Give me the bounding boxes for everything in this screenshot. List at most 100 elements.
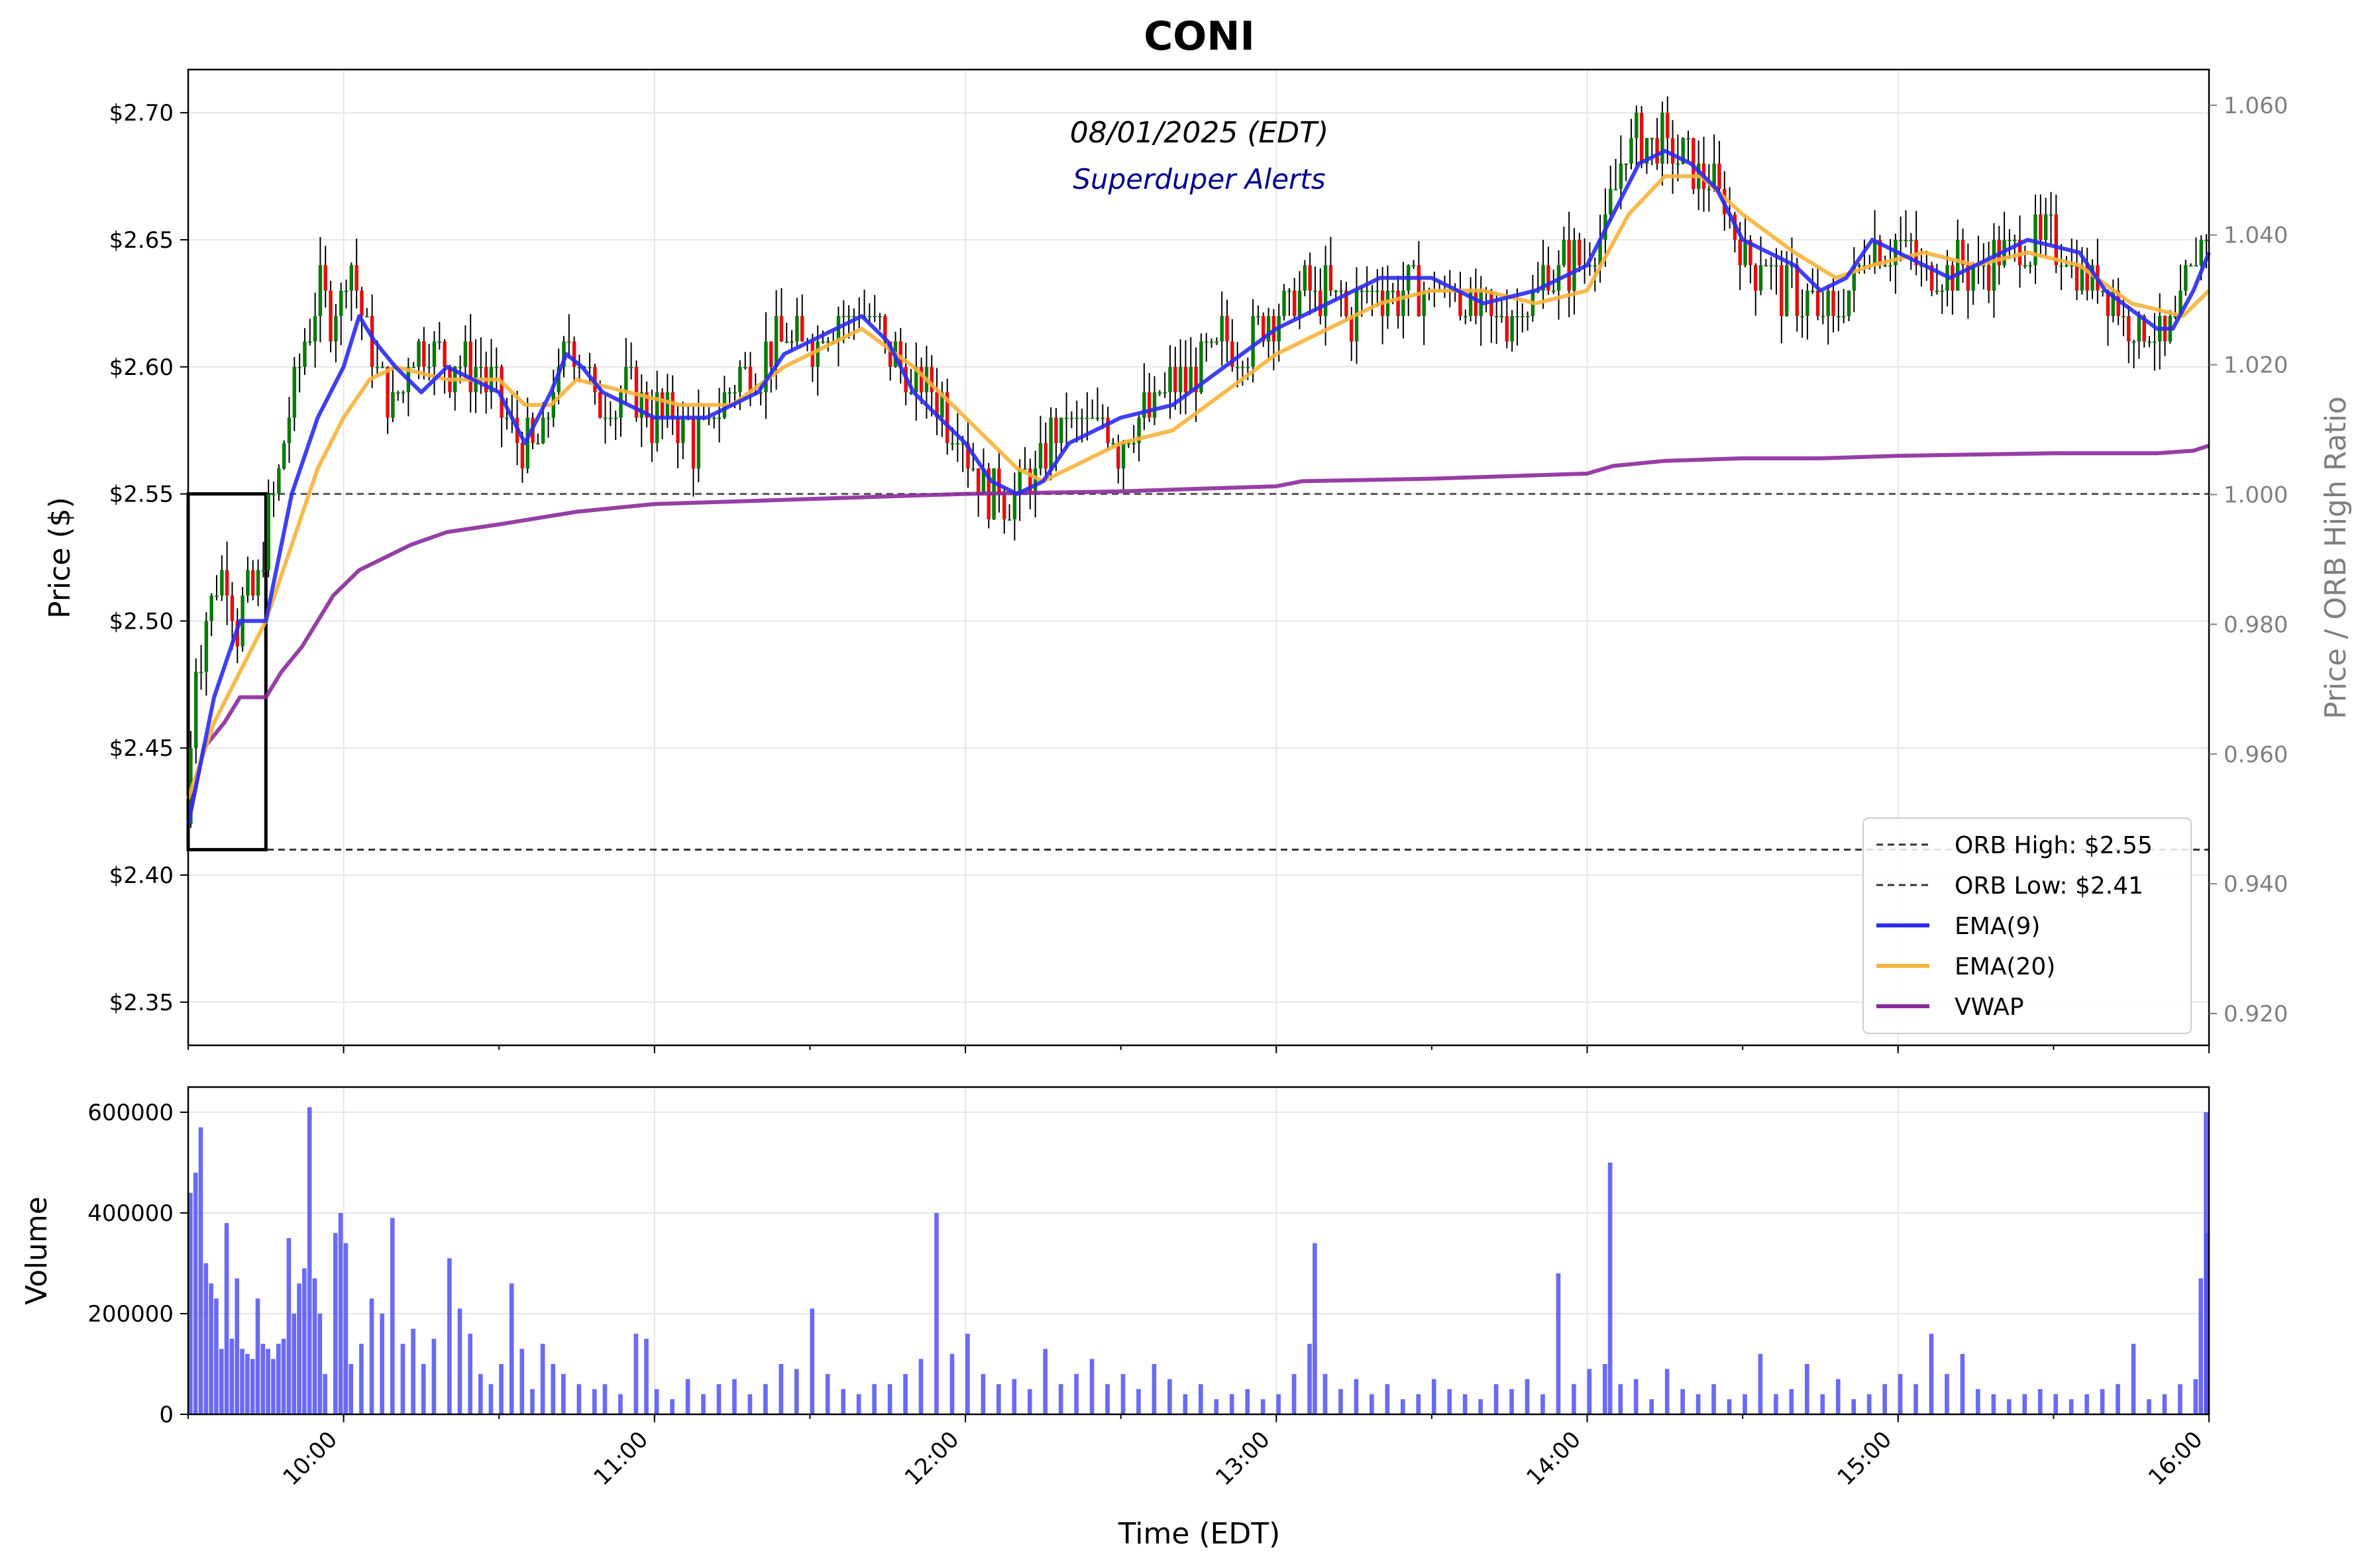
candle-body bbox=[1608, 189, 1613, 215]
candle-body bbox=[1007, 519, 1012, 521]
candle-body bbox=[1992, 240, 1996, 291]
candle-body bbox=[1168, 366, 1172, 393]
candle-body bbox=[997, 468, 1001, 494]
volume-bars bbox=[188, 1107, 2209, 1414]
x-tick-label: 11:00 bbox=[589, 1426, 654, 1491]
volume-bar bbox=[421, 1364, 426, 1414]
candle-body bbox=[790, 341, 794, 343]
candle-body bbox=[1474, 290, 1478, 317]
volume-bar bbox=[2053, 1394, 2059, 1414]
candle-body bbox=[841, 316, 846, 318]
vwap-line bbox=[186, 443, 2210, 825]
candle-body bbox=[1831, 290, 1835, 317]
candle-body bbox=[660, 392, 665, 418]
volume-bar bbox=[1945, 1374, 1949, 1414]
candle-body bbox=[494, 366, 499, 368]
volume-bar bbox=[1743, 1394, 1747, 1414]
price-y-tick-label: $2.65 bbox=[109, 227, 174, 254]
volume-bar bbox=[338, 1213, 343, 1414]
volume-bar bbox=[1727, 1399, 1732, 1414]
candle-body bbox=[577, 366, 582, 368]
candle-body bbox=[748, 366, 753, 393]
date-label: 08/01/2025 (EDT) bbox=[1070, 116, 1328, 150]
volume-bar bbox=[1572, 1384, 1576, 1414]
candle-body bbox=[417, 341, 421, 367]
candle-body bbox=[1360, 290, 1364, 292]
volume-bar bbox=[307, 1107, 312, 1414]
candle-body bbox=[665, 392, 670, 418]
candle-body bbox=[225, 570, 229, 596]
candle-body bbox=[1344, 290, 1348, 317]
ratio-y-tick-label: 1.060 bbox=[2224, 93, 2288, 119]
candle-body bbox=[1505, 316, 1509, 342]
volume-bar bbox=[856, 1394, 861, 1414]
candle-body bbox=[614, 417, 618, 419]
volume-bar bbox=[431, 1339, 437, 1414]
x-axis-label: Time (EDT) bbox=[1118, 1517, 1281, 1551]
candle-body bbox=[2111, 290, 2116, 317]
volume-bar bbox=[1805, 1364, 1809, 1414]
candle-body bbox=[2059, 265, 2063, 267]
volume-bar bbox=[1120, 1374, 1126, 1414]
legend-ema9: EMA(9) bbox=[1955, 913, 2040, 940]
candle-body bbox=[1303, 265, 1307, 291]
candle-body bbox=[645, 392, 649, 418]
candle-body bbox=[1883, 265, 1887, 267]
candle-body bbox=[733, 392, 737, 394]
candle-body bbox=[1319, 290, 1322, 317]
volume-bar bbox=[2084, 1394, 2089, 1414]
candle-body bbox=[1598, 240, 1602, 266]
candle-body bbox=[1038, 443, 1043, 469]
candle-body bbox=[629, 366, 633, 368]
candle-body bbox=[520, 443, 525, 469]
candle-body bbox=[1111, 443, 1115, 444]
candle-body bbox=[251, 570, 255, 596]
candle-body bbox=[1240, 366, 1245, 368]
candle-body bbox=[541, 417, 545, 443]
candle-body bbox=[505, 417, 509, 419]
volume-bar bbox=[343, 1243, 349, 1414]
volume-bar bbox=[1851, 1399, 1857, 1414]
candle-body bbox=[940, 392, 944, 418]
candle-body bbox=[463, 341, 468, 367]
volume-bar bbox=[716, 1384, 722, 1414]
volume-bar bbox=[810, 1308, 815, 1414]
ema9-line bbox=[186, 148, 2211, 825]
candle-body bbox=[1510, 316, 1514, 342]
volume-bar bbox=[1866, 1394, 1872, 1414]
ratio-y-tick-label: 0.960 bbox=[2224, 741, 2288, 768]
candle-body bbox=[779, 316, 784, 342]
candle-body bbox=[272, 494, 276, 496]
candle-body bbox=[266, 494, 270, 570]
candle-body bbox=[2080, 265, 2084, 291]
volume-bar bbox=[1835, 1379, 1841, 1414]
candle-body bbox=[2204, 240, 2208, 242]
volume-bar bbox=[1462, 1394, 1468, 1414]
volume-bar bbox=[747, 1394, 753, 1414]
candle-body bbox=[971, 468, 975, 470]
candle-body bbox=[370, 316, 374, 367]
candle-body bbox=[292, 366, 297, 418]
candle-body bbox=[1551, 290, 1556, 292]
candle-body bbox=[1541, 265, 1545, 291]
candle-body bbox=[329, 290, 333, 342]
candle-body bbox=[313, 316, 317, 342]
volume-bar bbox=[499, 1364, 504, 1414]
candle-body bbox=[1935, 290, 1939, 292]
candle-body bbox=[624, 366, 628, 393]
candle-body bbox=[1214, 341, 1219, 343]
candle-body bbox=[1101, 417, 1105, 419]
volume-bar bbox=[1649, 1399, 1654, 1414]
volume-bar bbox=[198, 1127, 203, 1414]
candle-body bbox=[1199, 341, 1203, 393]
ratio-y-axis-label: Price / ORB High Ratio bbox=[2319, 396, 2353, 719]
price-y-tick-label: $2.35 bbox=[109, 990, 174, 1016]
volume-bar bbox=[2007, 1399, 2012, 1414]
candle-body bbox=[1266, 316, 1271, 342]
candle-body bbox=[1458, 290, 1462, 317]
candle-body bbox=[1064, 417, 1069, 419]
volume-bar bbox=[981, 1374, 986, 1414]
candle-body bbox=[1163, 392, 1167, 394]
candle-body bbox=[1749, 240, 1752, 266]
volume-bar bbox=[1322, 1374, 1328, 1414]
